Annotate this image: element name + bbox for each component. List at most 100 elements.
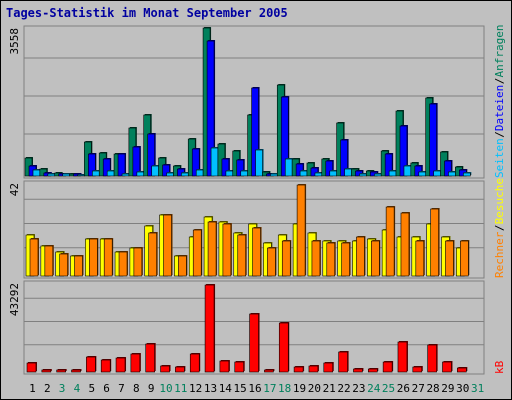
legend-top-2: Dateien	[493, 85, 506, 131]
bar-kb-22	[338, 351, 348, 373]
bar-seiten-15	[240, 170, 249, 177]
x-tick-label-17: 17	[263, 382, 276, 395]
bar-dateien-28	[429, 103, 437, 177]
bar-kb-16	[249, 313, 259, 373]
bar-dateien-7	[117, 153, 126, 177]
x-tick-label-26: 26	[397, 382, 410, 395]
bar-seiten-21	[329, 170, 338, 177]
legend-top-3: /	[493, 78, 506, 85]
legend-middle-1: /	[493, 224, 506, 231]
bar-rechner-11	[178, 255, 187, 277]
bar-rechner-4	[74, 255, 83, 277]
bar-rechner-10	[163, 214, 172, 277]
bar-kb-2	[41, 369, 52, 373]
bar-dateien-5	[88, 153, 96, 177]
bar-dateien-6	[102, 158, 111, 177]
bar-rechner-22	[341, 242, 350, 277]
bar-kb-7	[115, 357, 126, 373]
x-tick-label-14: 14	[219, 382, 233, 395]
x-tick-label-18: 18	[278, 382, 291, 395]
bar-seiten-7	[121, 173, 130, 177]
bar-seiten-12	[195, 169, 204, 177]
y-max-label-1: 3558	[8, 28, 21, 55]
bar-rechner-30	[460, 240, 469, 277]
bar-rechner-18	[281, 240, 291, 277]
bar-kb-11	[175, 366, 185, 373]
bar-rechner-17	[267, 247, 276, 277]
x-tick-label-15: 15	[234, 382, 247, 395]
bar-seiten-10	[166, 172, 174, 177]
bar-kb-30	[457, 367, 467, 373]
bar-seiten-9	[151, 165, 160, 177]
bar-kb-14	[219, 360, 230, 373]
bar-dateien-14	[221, 158, 230, 177]
x-tick-label-27: 27	[412, 382, 425, 395]
bar-seiten-2	[47, 173, 56, 177]
x-tick-label-3: 3	[59, 382, 66, 395]
bar-rechner-15	[237, 234, 247, 277]
bar-seiten-23	[359, 173, 367, 177]
bar-kb-1	[26, 362, 37, 373]
bar-seiten-22	[344, 168, 352, 177]
bar-kb-29	[442, 361, 452, 373]
bar-seiten-3	[62, 173, 70, 177]
bar-seiten-30	[463, 172, 471, 177]
bar-seiten-29	[448, 171, 456, 177]
x-tick-label-5: 5	[88, 382, 95, 395]
bar-seiten-20	[314, 172, 323, 177]
y-max-label-3: 43292	[8, 283, 21, 316]
bar-rechner-29	[445, 240, 454, 277]
bar-seiten-4-shadow	[78, 174, 86, 175]
x-tick-label-2: 2	[44, 382, 51, 395]
bar-kb-21	[323, 362, 334, 373]
bar-seiten-25	[388, 170, 397, 177]
bar-dateien-8	[132, 146, 141, 177]
bar-rechner-27	[415, 240, 425, 277]
bar-seiten-17	[270, 173, 278, 177]
bar-seiten-11	[181, 172, 189, 177]
bar-rechner-3	[59, 253, 68, 277]
bar-kb-24	[367, 368, 378, 373]
bar-seiten-18	[284, 158, 293, 177]
bar-kb-23	[353, 368, 363, 373]
x-tick-label-19: 19	[293, 382, 306, 395]
bar-kb-17	[264, 369, 274, 373]
bar-rechner-28	[430, 208, 439, 277]
bar-seiten-1	[32, 169, 41, 177]
bar-dateien-25	[384, 153, 393, 177]
y-max-label-2: 42	[8, 183, 21, 196]
x-tick-label-21: 21	[323, 382, 336, 395]
bar-dateien-13	[206, 40, 215, 177]
bar-seiten-26	[403, 165, 412, 177]
x-tick-label-8: 8	[133, 382, 140, 395]
x-tick-label-23: 23	[352, 382, 365, 395]
bar-seiten-27	[418, 171, 427, 177]
bar-dateien-9	[147, 133, 156, 177]
bar-kb-9	[145, 343, 156, 373]
bar-kb-3	[56, 369, 66, 373]
bar-kb-15	[234, 361, 245, 373]
legend-bottom-0: kB	[493, 360, 506, 374]
bar-kb-19	[293, 366, 304, 373]
bar-dateien-21	[325, 160, 334, 177]
bar-rechner-19	[296, 184, 306, 277]
x-tick-label-20: 20	[308, 382, 321, 395]
bar-kb-4	[71, 369, 81, 373]
legend-middle-0: Rechner	[493, 231, 506, 278]
x-tick-label-16: 16	[248, 382, 261, 395]
bar-rechner-8	[133, 247, 143, 277]
bar-rechner-14	[222, 223, 232, 277]
bar-kb-26	[397, 341, 408, 373]
chart-title: Tages-Statistik im Monat September 2005	[6, 6, 288, 20]
bar-seiten-13	[210, 147, 219, 177]
bar-rechner-20	[311, 240, 321, 277]
x-tick-label-9: 9	[148, 382, 155, 395]
bar-rechner-26	[400, 212, 410, 277]
x-tick-label-24: 24	[367, 382, 381, 395]
x-tick-label-29: 29	[441, 382, 454, 395]
bar-seiten-24	[373, 173, 382, 177]
bar-rechner-12	[192, 229, 202, 277]
bar-dateien-22	[340, 139, 348, 177]
bar-kb-6	[100, 359, 111, 373]
x-tick-label-22: 22	[337, 382, 350, 395]
